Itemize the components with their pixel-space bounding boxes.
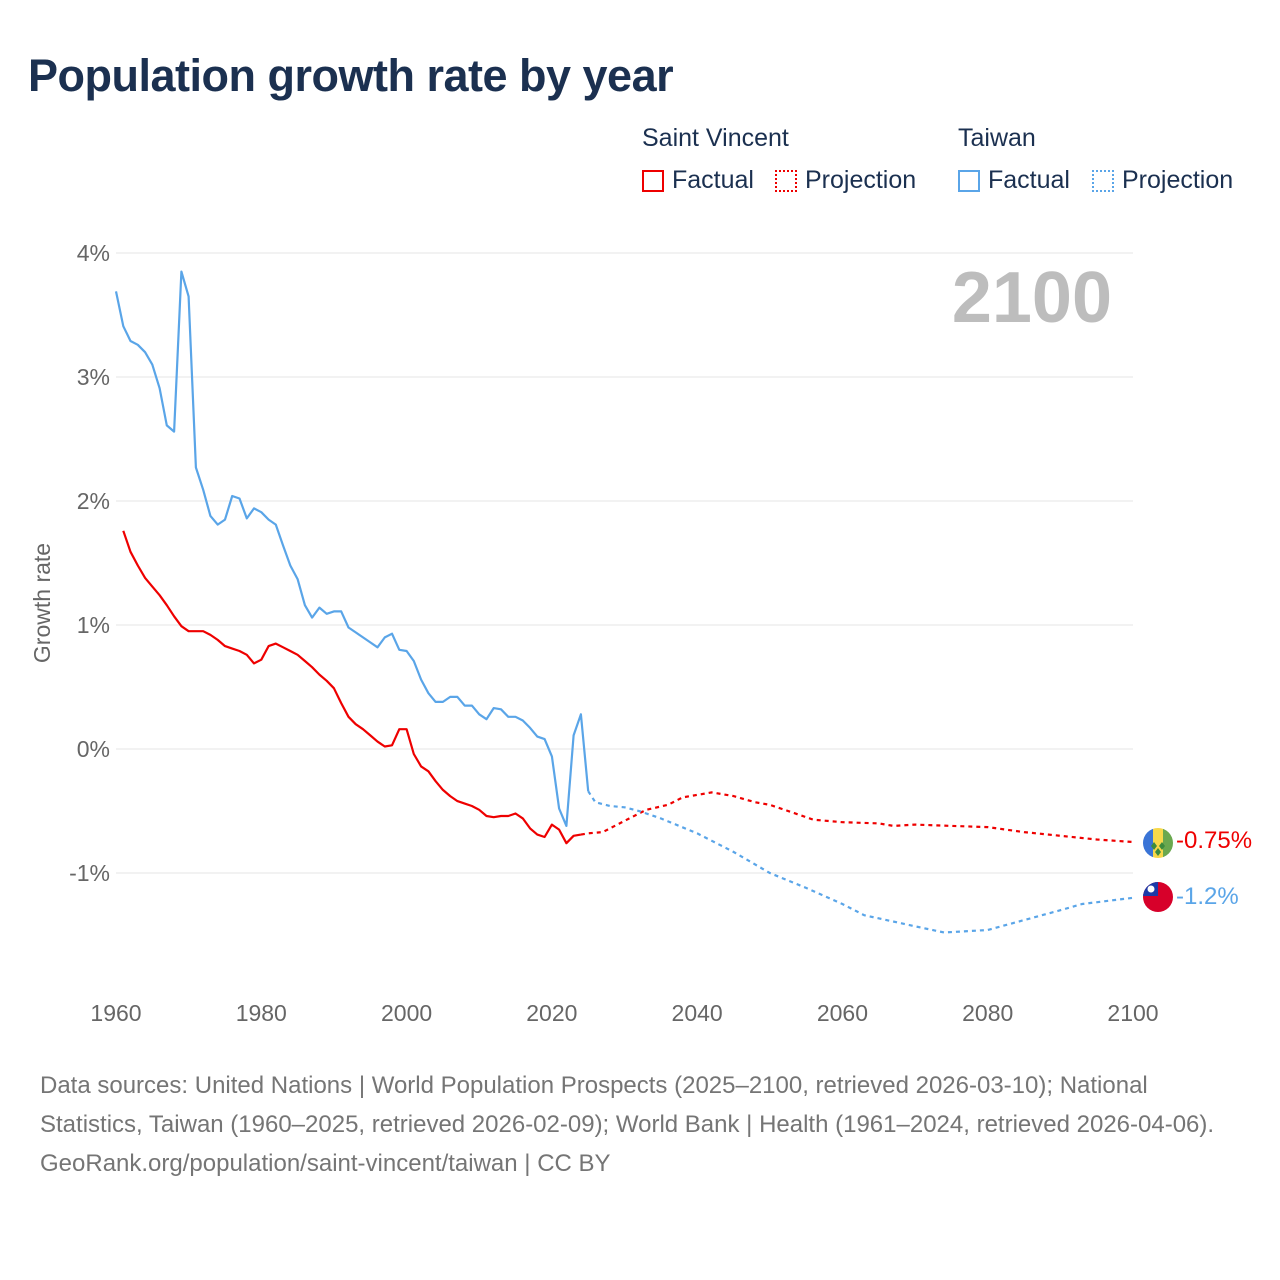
x-tick-label: 2020 (526, 1000, 577, 1026)
line-saint-vincent-factual (122, 530, 582, 845)
x-tick-label: 2100 (1107, 1000, 1158, 1026)
x-tick-label: 2080 (962, 1000, 1013, 1026)
credit-link[interactable]: GeoRank.org/population/saint-vincent/tai… (40, 1150, 611, 1177)
chart-title: Population growth rate by year (28, 50, 674, 101)
legend-swatch-solid (958, 169, 980, 192)
end-label-saint-vincent: -0.75% (1176, 827, 1252, 854)
end-label-taiwan: -1.2% (1176, 883, 1239, 910)
year-overlay: 2100 (952, 258, 1112, 338)
legend-swatch-dotted (775, 169, 797, 192)
y-tick-label: 1% (77, 612, 110, 638)
legend-tw-factual[interactable]: Factual (958, 166, 1070, 195)
legend-label: Factual (988, 166, 1070, 194)
legend-swatch-dotted (1092, 169, 1114, 192)
legend-sv-projection[interactable]: Projection (775, 166, 916, 195)
y-tick-label: 3% (77, 364, 110, 390)
legend-group-saint-vincent: Saint Vincent (642, 124, 789, 152)
x-tick-label: 1980 (236, 1000, 287, 1026)
y-tick-label: 4% (77, 240, 110, 266)
legend-tw-projection[interactable]: Projection (1092, 166, 1233, 195)
legend-label: Factual (672, 166, 754, 194)
flag-saint-vincent-icon (1143, 828, 1173, 858)
legend-label: Projection (805, 166, 917, 194)
x-tick-label: 2000 (381, 1000, 432, 1026)
legend-label: Projection (1122, 166, 1234, 194)
flag-taiwan-icon (1143, 882, 1173, 912)
legend-sv-factual[interactable]: Factual (642, 166, 754, 195)
line-taiwan-projection (587, 790, 1134, 934)
x-tick-label: 2040 (672, 1000, 723, 1026)
y-axis-label: Growth rate (29, 543, 55, 663)
data-sources: Data sources: United Nations | World Pop… (40, 1072, 1215, 1138)
x-tick-label: 2060 (817, 1000, 868, 1026)
line-saint-vincent-projection (580, 791, 1134, 844)
legend-swatch-solid (642, 169, 664, 192)
footer: Data sources: United Nations | World Pop… (40, 1066, 1250, 1183)
y-tick-label: -1% (69, 860, 110, 886)
x-tick-label: 1960 (90, 1000, 141, 1026)
legend-group-taiwan: Taiwan (958, 124, 1036, 152)
y-tick-label: 2% (77, 488, 110, 514)
line-taiwan-factual (114, 270, 590, 827)
y-tick-label: 0% (77, 736, 110, 762)
